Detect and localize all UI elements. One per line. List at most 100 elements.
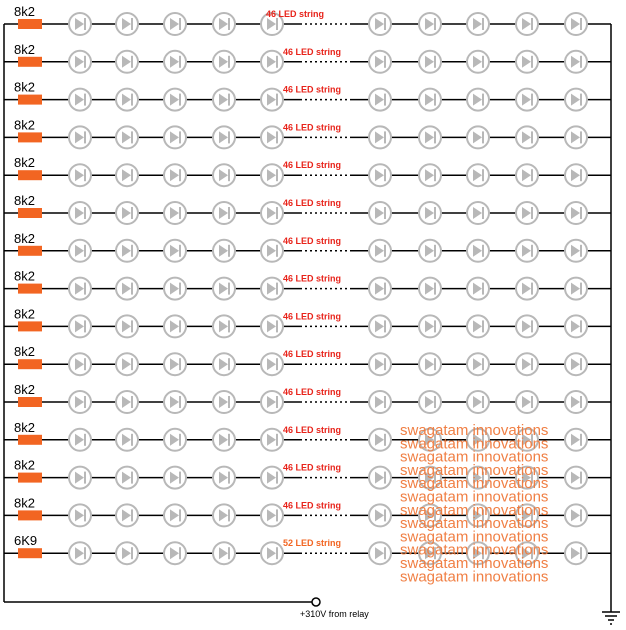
string-label: 46 LED string: [283, 274, 341, 284]
watermark-text: swagatam innovations: [400, 528, 548, 545]
led-icon: [515, 163, 539, 188]
led-icon: [68, 238, 92, 263]
led-icon: [564, 201, 588, 225]
resistor-label: 8k2: [14, 4, 35, 19]
led-icon: [515, 12, 539, 36]
watermark-text: swagatam innovations: [400, 502, 548, 519]
resistor-label: 8k2: [14, 231, 35, 246]
led-icon: [418, 352, 442, 377]
watermark-text: swagatam innovations: [400, 435, 548, 452]
led-icon: [466, 390, 490, 414]
led-icon: [564, 465, 588, 490]
resistor-label: 8k2: [14, 42, 35, 57]
resistor-icon: [18, 56, 42, 67]
led-icon: [68, 390, 92, 414]
led-icon: [466, 125, 490, 150]
led-icon: [163, 87, 187, 112]
led-icon: [115, 314, 139, 339]
led-icon: [115, 125, 139, 150]
led-icon: [68, 541, 92, 566]
led-icon: [368, 503, 392, 528]
led-icon: [115, 352, 139, 377]
string-label: 46 LED string: [266, 9, 324, 19]
led-icon: [260, 163, 284, 188]
resistor-label: 8k2: [14, 344, 35, 359]
led-icon: [212, 201, 236, 225]
supply-label: +310V from relay: [300, 609, 369, 619]
led-icon: [212, 390, 236, 414]
led-icon: [564, 314, 588, 339]
led-icon: [466, 352, 490, 377]
led-icon: [68, 201, 92, 225]
watermark-text: swagatam innovations: [400, 449, 548, 466]
resistor-icon: [18, 208, 42, 218]
led-icon: [564, 163, 588, 188]
led-icon: [260, 427, 284, 452]
led-icon: [368, 390, 392, 414]
led-icon: [115, 503, 139, 528]
led-icon: [212, 12, 236, 36]
led-icon: [260, 503, 284, 528]
led-icon: [418, 87, 442, 112]
resistor-icon: [18, 510, 42, 521]
led-icon: [212, 238, 236, 263]
resistor-label: 6K9: [14, 533, 37, 548]
led-icon: [564, 12, 588, 36]
led-icon: [368, 49, 392, 74]
resistors: [18, 19, 42, 559]
resistor-icon: [18, 170, 42, 181]
resistor-label: 8k2: [14, 495, 35, 510]
led-icon: [260, 276, 284, 301]
led-icon: [515, 352, 539, 377]
led-icon: [68, 314, 92, 339]
string-label: 46 LED string: [283, 425, 341, 435]
led-icon: [260, 201, 284, 225]
led-icon: [368, 465, 392, 490]
watermark-text: swagatam innovations: [400, 515, 548, 532]
led-icon: [515, 87, 539, 112]
led-icon: [260, 314, 284, 339]
led-icon: [163, 541, 187, 566]
led-icon: [163, 163, 187, 188]
led-icon: [466, 276, 490, 301]
led-icon: [115, 390, 139, 414]
led-icon: [564, 390, 588, 414]
string-label: 46 LED string: [283, 311, 341, 321]
led-icon: [466, 12, 490, 36]
led-icon: [163, 465, 187, 490]
string-label: 46 LED string: [283, 387, 341, 397]
led-icon: [466, 314, 490, 339]
led-icon: [212, 541, 236, 566]
watermark-text: swagatam innovations: [400, 568, 548, 585]
led-icon: [68, 163, 92, 188]
led-icon: [212, 465, 236, 490]
led-icon: [368, 12, 392, 36]
led-icon: [260, 238, 284, 263]
led-icon: [115, 276, 139, 301]
watermark-text: swagatam innovations: [400, 555, 548, 572]
led-icon: [163, 352, 187, 377]
led-icon: [163, 314, 187, 339]
watermark-text: swagatam innovations: [400, 475, 548, 492]
led-icon: [564, 541, 588, 566]
led-icon: [466, 49, 490, 74]
led-icon: [68, 427, 92, 452]
led-icon: [68, 352, 92, 377]
led-icon: [115, 49, 139, 74]
led-icon: [260, 352, 284, 377]
led-icon: [418, 314, 442, 339]
led-icon: [163, 276, 187, 301]
supply-terminal: [311, 597, 321, 607]
led-icon: [260, 87, 284, 112]
resistor-icon: [18, 434, 42, 445]
led-icon: [515, 390, 539, 414]
string-label: 46 LED string: [283, 500, 341, 510]
led-icon: [115, 238, 139, 263]
led-icon: [564, 125, 588, 150]
led-icon: [115, 163, 139, 188]
led-icon: [115, 427, 139, 452]
led-icon: [260, 390, 284, 414]
string-label: 46 LED string: [283, 122, 341, 132]
led-icon: [418, 12, 442, 36]
